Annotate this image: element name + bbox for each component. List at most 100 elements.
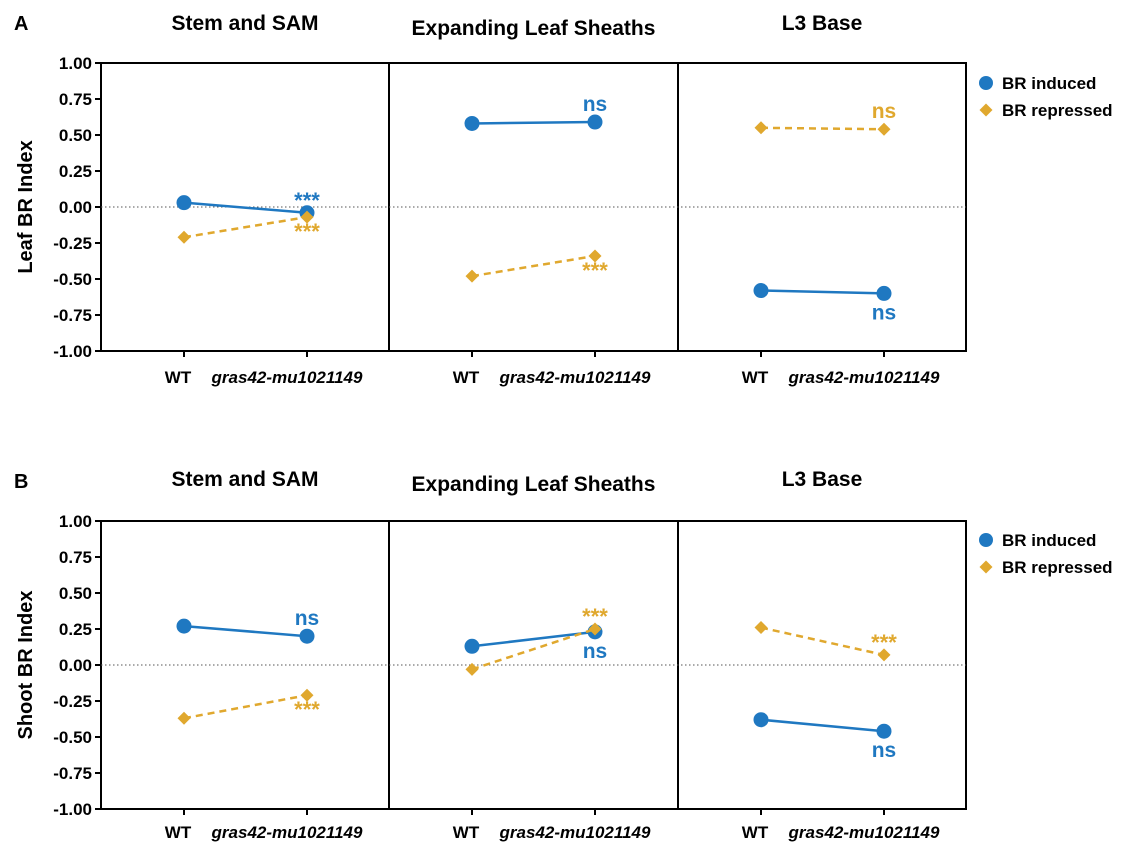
x-tick-label-wt: WT [742,823,769,842]
y-tick-label: 0.75 [59,90,92,109]
y-tick-label: 0.25 [59,620,92,639]
facet-title: Stem and SAM [171,468,318,491]
x-tick-label-wt: WT [165,823,192,842]
significance-label: ns [872,739,897,762]
significance-label: *** [871,630,897,655]
panel-label: A [14,13,28,35]
significance-label: ns [583,640,608,663]
facet-title: L3 Base [782,12,863,35]
facet: Expanding Leaf Sheaths WT gras42-mu1021149… [412,473,656,842]
x-tick-label-mutant: gras42-mu1021149 [211,823,363,842]
y-tick-label: 0.75 [59,548,92,567]
x-tick-label-wt: WT [165,368,192,387]
facet: Stem and SAM WT gras42-mu1021149 *** *** [165,12,363,387]
legend-label-br-repressed: BR repressed [1002,558,1113,577]
data-point-br-induced [176,195,192,211]
x-tick-label-mutant: gras42-mu1021149 [788,368,940,387]
data-point-br-induced [876,285,892,301]
panel-label: B [14,471,28,493]
data-point-br-repressed [300,688,314,702]
significance-label: *** [294,219,320,244]
y-tick-label: -1.00 [53,342,92,361]
y-tick-label: -0.25 [53,692,92,711]
data-point-br-repressed [177,711,191,725]
data-point-br-repressed [754,121,768,135]
significance-label: ns [872,100,897,123]
series-line-br-induced [760,289,885,295]
series-line-br-induced [183,624,308,638]
series-line-br-induced [471,630,596,648]
x-tick-label-mutant: gras42-mu1021149 [499,823,651,842]
data-point-br-induced [876,723,892,739]
x-tick-label-mutant: gras42-mu1021149 [211,368,363,387]
series-line-br-induced [471,120,596,125]
legend-marker-br-induced [979,533,993,547]
data-point-br-induced [753,283,769,299]
y-tick-label: 0.00 [59,198,92,217]
x-tick-label-wt: WT [742,368,769,387]
data-point-br-repressed [588,622,602,636]
y-tick-label: -0.75 [53,306,92,325]
facet-title: Stem and SAM [171,12,318,35]
data-point-br-repressed [465,269,479,283]
y-tick-label: 0.00 [59,656,92,675]
facet: L3 Base WT gras42-mu1021149 ns ns [742,12,940,387]
series-line-br-repressed [760,126,885,131]
legend-marker-br-repressed [979,560,993,574]
x-tick-label-wt: WT [453,823,480,842]
data-point-br-induced [464,638,480,654]
data-point-br-repressed [877,122,891,136]
data-point-br-induced [753,712,769,728]
series-line-br-induced [183,201,308,215]
significance-label: *** [294,188,320,213]
facet-title: Expanding Leaf Sheaths [412,17,656,40]
data-point-br-repressed [177,230,191,244]
legend-marker-br-induced [979,76,993,90]
y-tick-label: 1.00 [59,54,92,73]
y-tick-label: 0.50 [59,126,92,145]
facet: Stem and SAM WT gras42-mu1021149 ns *** [165,468,363,842]
data-point-br-induced [587,114,603,130]
facet: Expanding Leaf Sheaths WT gras42-mu1021149… [412,17,656,387]
series-line-br-repressed [471,627,596,671]
y-tick-label: 0.25 [59,162,92,181]
legend: BR induced BR repressed [979,74,1113,120]
data-point-br-induced [176,618,192,634]
panel-a: A Leaf BR Index 1.00 0.75 0.50 0.25 0.00 -0.25 -… [14,12,1113,387]
data-point-br-repressed [754,621,768,635]
x-tick-label-mutant: gras42-mu1021149 [499,368,651,387]
significance-label: ns [872,301,897,324]
series-line-br-repressed [183,694,308,720]
significance-label: ns [295,607,320,630]
facet-title: L3 Base [782,468,863,491]
facet: L3 Base WT gras42-mu1021149 ns *** [742,468,940,842]
legend-label-br-induced: BR induced [1002,74,1096,93]
y-axis-label: Shoot BR Index [15,591,37,740]
facet-title: Expanding Leaf Sheaths [412,473,656,496]
legend: BR induced BR repressed [979,531,1113,577]
series-line-br-repressed [760,626,885,657]
data-point-br-induced [464,115,480,131]
series-line-br-repressed [183,215,308,239]
y-tick-label: 1.00 [59,512,92,531]
significance-label: *** [582,258,608,283]
significance-label: *** [294,697,320,722]
y-tick-label: -0.50 [53,270,92,289]
legend-label-br-induced: BR induced [1002,531,1096,550]
panel-b: B Shoot BR Index 1.00 0.75 0.50 0.25 0.00 -0.25… [14,468,1113,842]
y-tick-label: -0.25 [53,234,92,253]
data-point-br-repressed [588,249,602,263]
data-point-br-repressed [877,648,891,662]
series-line-br-induced [760,718,885,733]
significance-label: ns [583,93,608,116]
legend-marker-br-repressed [979,103,993,117]
y-tick-label: -1.00 [53,800,92,819]
significance-label: *** [582,604,608,629]
y-tick-label: -0.50 [53,728,92,747]
y-tick-label: -0.75 [53,764,92,783]
legend-label-br-repressed: BR repressed [1002,101,1113,120]
data-point-br-induced [299,628,315,644]
y-axis-label: Leaf BR Index [15,140,37,273]
data-point-br-repressed [465,662,479,676]
